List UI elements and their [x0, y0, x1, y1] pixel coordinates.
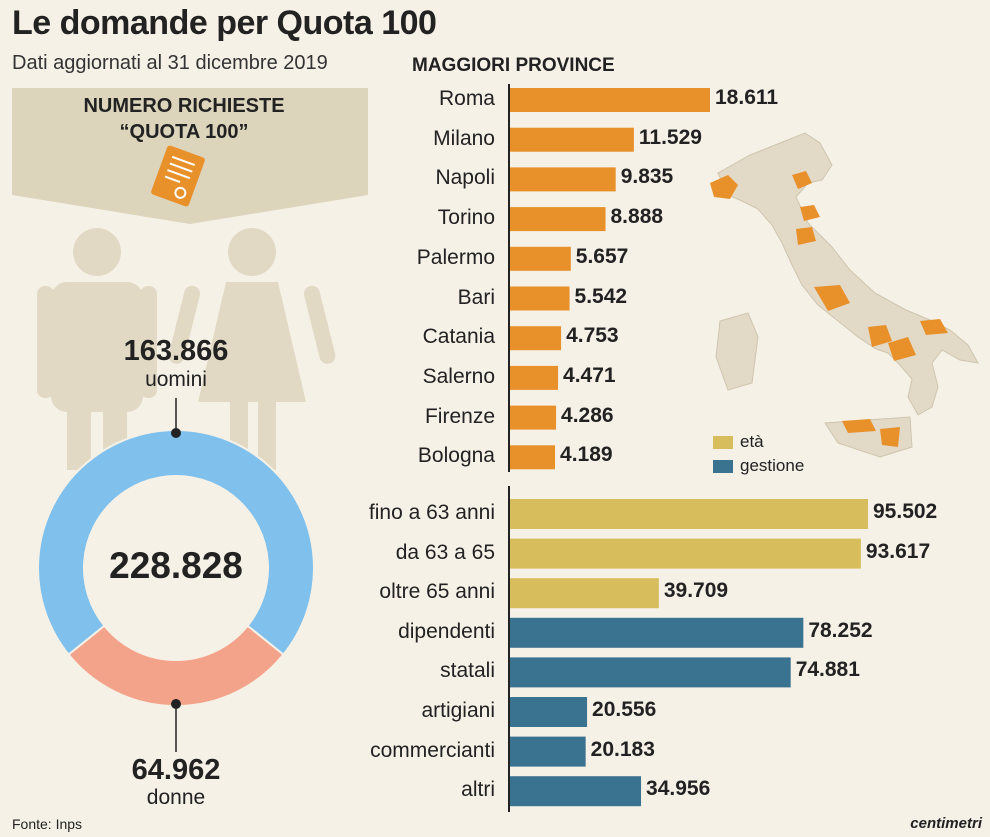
woman-icon [168, 228, 336, 470]
bar-label-commercianti: commercianti [370, 738, 495, 762]
province-roma [814, 285, 850, 311]
legend-swatch-gestione [713, 460, 733, 473]
province-firenze [796, 227, 816, 245]
banner-line-1: NUMERO RICHIESTE [83, 95, 285, 117]
bar-value-statali: 74.881 [795, 658, 860, 682]
bar-label-fino-a-63-anni: fino a 63 anni [368, 501, 495, 524]
bar-fino-a-63-anni [510, 499, 868, 529]
bar-label-salerno: Salerno [422, 364, 495, 388]
bar-catania [510, 326, 562, 351]
province-bologna [800, 205, 820, 221]
bar-label-torino: Torino [437, 206, 495, 230]
bar-da-63-a-65 [510, 538, 861, 569]
bar-label-roma: Roma [438, 87, 495, 110]
provinces-heading: MAGGIORI PROVINCE [412, 55, 615, 76]
legend-swatch-eta [713, 436, 733, 449]
bar-label-dipendenti: dipendenti [398, 619, 495, 643]
bar-salerno [510, 365, 559, 390]
bar-value-roma: 18.611 [715, 86, 779, 109]
banner-line-2: “QUOTA 100” [119, 121, 249, 143]
bar-label-artigiani: artigiani [421, 699, 495, 722]
bar-bari [510, 286, 570, 311]
bar-palermo [510, 246, 571, 271]
province-torino [710, 175, 738, 199]
donut-segment-uomini [37, 429, 315, 657]
bar-value-dipendenti: 78.252 [808, 618, 873, 642]
bar-firenze [510, 405, 557, 430]
donut-segment-donne [67, 624, 285, 707]
bar-commercianti [510, 736, 586, 767]
women-value: 64.962 [131, 754, 221, 786]
categories-bars [510, 499, 868, 807]
bar-value-palermo: 5.657 [575, 244, 629, 268]
bar-value-altri: 34.956 [646, 777, 711, 801]
bar-value-artigiani: 20.556 [592, 698, 657, 721]
bar-label-altri: altri [461, 778, 495, 802]
bar-value-bari: 5.542 [574, 284, 628, 308]
page-title: Le domande per Quota 100 [12, 4, 437, 42]
women-leader-dot [171, 699, 181, 709]
man-icon [37, 228, 157, 470]
bar-label-oltre-65-anni: oltre 65 anni [379, 580, 495, 604]
province-catania [880, 427, 900, 447]
bar-statali [510, 657, 791, 688]
women-label: donne [146, 786, 206, 809]
provinces-bars [510, 88, 710, 470]
bar-milano [510, 127, 634, 152]
bar-artigiani [510, 697, 588, 727]
bar-value-fino-a-63-anni: 95.502 [873, 500, 938, 523]
brand-logo: centimetri [910, 815, 982, 832]
bar-label-palermo: Palermo [416, 245, 495, 269]
source-note: Fonte: Inps [12, 816, 83, 832]
province-palermo [842, 419, 876, 433]
bar-label-statali: statali [440, 659, 495, 683]
province-napoli [868, 325, 892, 347]
province-bari [920, 319, 948, 335]
donut-chart [37, 429, 315, 707]
italy-map [710, 132, 979, 458]
bar-torino [510, 207, 606, 232]
bar-label-napoli: Napoli [435, 166, 495, 190]
men-value: 163.866 [123, 335, 229, 367]
bar-label-catania: Catania [422, 325, 495, 349]
bar-value-catania: 4.753 [566, 324, 619, 348]
bar-altri [510, 776, 642, 807]
bar-bologna [510, 445, 556, 470]
italy-mainland [717, 132, 979, 416]
requests-graphic [12, 88, 368, 752]
legend-label-eta: età [740, 432, 764, 451]
bar-value-napoli: 9.835 [620, 165, 674, 189]
bar-value-commercianti: 20.183 [590, 737, 655, 761]
bar-value-torino: 8.888 [610, 205, 664, 229]
province-salerno [888, 337, 916, 361]
men-label: uomini [145, 368, 207, 391]
banner-title: NUMERO RICHIESTE “QUOTA 100” [14, 93, 354, 145]
bar-value-oltre-65-anni: 39.709 [663, 579, 729, 603]
bar-value-da-63-a-65: 93.617 [865, 539, 931, 563]
legend-label-gestione: gestione [740, 456, 805, 475]
bar-roma [510, 88, 710, 112]
bar-value-bologna: 4.189 [560, 443, 613, 467]
bar-value-milano: 11.529 [638, 125, 702, 149]
document-icon [151, 145, 205, 207]
bar-napoli [510, 167, 616, 192]
bar-oltre-65-anni [510, 578, 659, 609]
province-milano [792, 171, 812, 189]
page-subtitle: Dati aggiornati al 31 dicembre 2019 [12, 52, 328, 74]
bar-label-firenze: Firenze [424, 404, 495, 428]
bar-label-bologna: Bologna [417, 444, 495, 468]
bar-dipendenti [510, 617, 804, 648]
bar-value-salerno: 4.471 [563, 363, 616, 387]
sardinia-shape [715, 312, 759, 391]
bar-label-milano: Milano [433, 126, 495, 150]
bar-label-da-63-a-65: da 63 a 65 [395, 540, 495, 564]
bar-value-firenze: 4.286 [561, 403, 614, 427]
men-leader-dot [171, 428, 181, 438]
total-value: 228.828 [109, 545, 243, 586]
bar-label-bari: Bari [457, 285, 495, 309]
